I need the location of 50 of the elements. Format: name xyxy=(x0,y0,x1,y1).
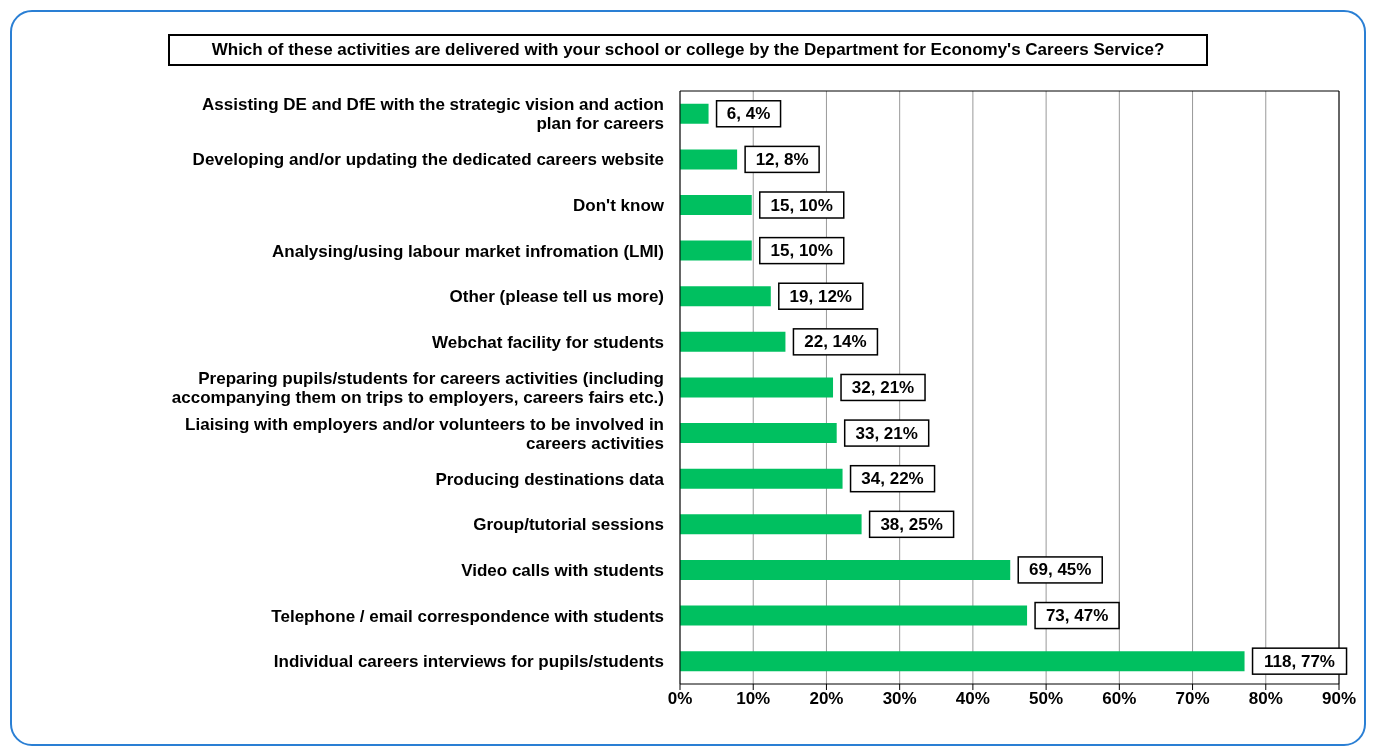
y-tick-label: Telephone / email correspondence with students xyxy=(271,606,664,626)
bar xyxy=(680,103,709,124)
x-tick-label: 40% xyxy=(955,689,990,709)
data-label: 73, 47% xyxy=(1045,606,1109,626)
x-tick-label: 0% xyxy=(667,689,693,709)
bar xyxy=(680,514,862,535)
bar xyxy=(680,195,752,215)
y-tick-label: Other (please tell us more) xyxy=(449,286,664,306)
bar xyxy=(680,559,1011,580)
bar xyxy=(680,468,843,489)
bar xyxy=(680,286,771,307)
data-label: 38, 25% xyxy=(880,514,943,534)
bar xyxy=(680,605,1028,626)
data-label: 12, 8% xyxy=(755,149,809,169)
data-label: 15, 10% xyxy=(770,241,833,261)
x-tick-label: 30% xyxy=(882,689,917,709)
bar xyxy=(680,149,738,170)
x-tick-label: 10% xyxy=(736,689,771,709)
data-label: 32, 21% xyxy=(851,377,915,397)
x-tick-label: 60% xyxy=(1102,689,1137,709)
y-tick-label: Developing and/or updating the dedicated careers website xyxy=(192,149,664,169)
data-label: 118, 77% xyxy=(1264,651,1335,671)
data-label: 6, 4% xyxy=(726,104,771,124)
bar xyxy=(680,423,837,444)
y-tick-label: Group/tutorial sessions xyxy=(473,514,664,534)
data-label: 15, 10% xyxy=(770,195,833,215)
bar xyxy=(680,331,786,352)
bar xyxy=(680,651,1245,672)
y-tick-label: Analysing/using labour market infromation (LMI) xyxy=(272,241,664,261)
x-tick-label: 70% xyxy=(1175,689,1210,709)
y-tick-label: Assisting DE and DfE with the strategic vision and action plan for careers xyxy=(202,94,664,133)
data-label: 22, 14% xyxy=(804,332,867,352)
data-label: 33, 21% xyxy=(855,423,918,443)
y-tick-label: Producing destinations data xyxy=(435,469,665,489)
y-tick-label: Liaising with employers and/or volunteers to be involved in careers activities xyxy=(185,414,664,453)
x-tick-label: 80% xyxy=(1248,689,1283,709)
bar xyxy=(680,240,752,261)
data-label: 19, 12% xyxy=(789,286,852,306)
data-label: 69, 45% xyxy=(1029,560,1092,580)
data-label: 34, 22% xyxy=(861,469,924,489)
x-tick-label: 20% xyxy=(809,689,844,709)
x-tick-label: 90% xyxy=(1321,689,1357,709)
y-tick-label: Webchat facility for students xyxy=(431,332,664,352)
y-tick-label: Don't know xyxy=(573,195,665,215)
y-tick-label: Video calls with students xyxy=(461,560,664,580)
chart-title: Which of these activities are delivered with your school or college by the Department for Economy's Careers Service? xyxy=(168,34,1208,66)
y-tick-label: Individual careers interviews for pupils/students xyxy=(273,651,664,671)
bar xyxy=(680,377,834,398)
x-tick-label: 50% xyxy=(1029,689,1064,709)
y-tick-label: Preparing pupils/students for careers activities (including accompanying them on trips to employers, careers fairs etc.) xyxy=(171,368,664,407)
